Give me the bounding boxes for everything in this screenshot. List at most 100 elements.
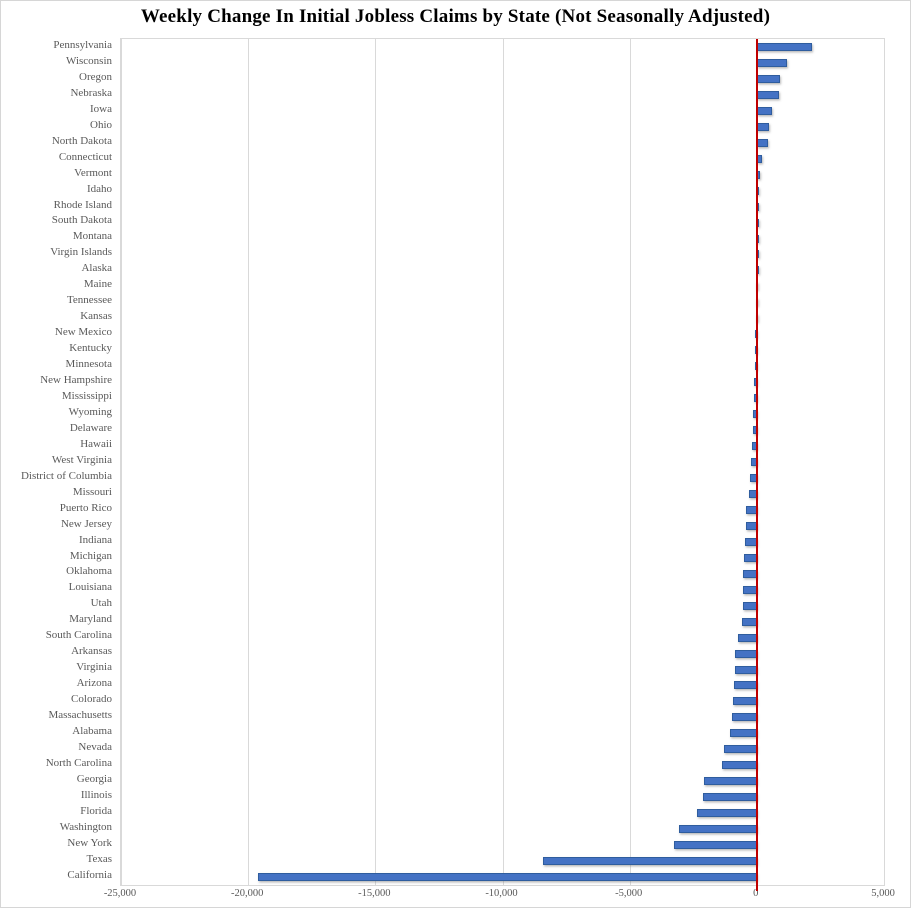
y-axis-label: California	[67, 868, 112, 881]
bar	[756, 106, 772, 115]
y-axis-label: Iowa	[90, 102, 112, 115]
zero-line	[756, 39, 759, 891]
x-axis-tick-label: -25,000	[103, 888, 137, 899]
bar	[753, 394, 757, 403]
bar	[674, 841, 757, 850]
y-axis-label: New Mexico	[54, 326, 112, 339]
bar	[756, 58, 787, 67]
y-axis-label: Tennessee	[66, 294, 112, 307]
y-axis-label: Pennsylvania	[53, 39, 112, 51]
y-axis-label: Connecticut	[58, 150, 112, 163]
bar	[737, 633, 757, 642]
plot-area	[120, 38, 885, 891]
x-axis-tick-label: -20,000	[231, 888, 264, 899]
bar	[752, 426, 757, 435]
y-axis-label: Wisconsin	[66, 54, 112, 67]
gridline	[629, 39, 631, 885]
y-axis-label: Michigan	[69, 549, 112, 562]
y-axis-label: Mississippi	[61, 389, 112, 402]
y-axis-label: West Virginia	[51, 453, 112, 466]
y-axis-label: Rhode Island	[53, 198, 112, 211]
y-axis-label: Maine	[83, 278, 112, 291]
bar	[742, 585, 757, 594]
y-axis-label: North Carolina	[45, 756, 112, 769]
y-axis-label: Wyoming	[68, 405, 112, 418]
y-axis-label: South Carolina	[45, 629, 112, 642]
y-axis-label: Oregon	[79, 70, 112, 83]
bar	[258, 873, 757, 882]
bar	[732, 713, 757, 722]
bar	[734, 665, 757, 674]
bar	[678, 825, 757, 834]
gridline	[502, 39, 504, 885]
bar	[756, 74, 780, 83]
x-axis-tick-label: -15,000	[358, 888, 391, 899]
y-axis-label: Indiana	[79, 533, 112, 546]
y-axis-label: Puerto Rico	[59, 501, 112, 514]
bar	[751, 458, 757, 466]
y-axis-label: Arkansas	[71, 645, 112, 658]
y-axis-label: Maryland	[69, 613, 112, 626]
y-axis-label: Hawaii	[80, 437, 112, 450]
bar	[703, 777, 757, 786]
gridline	[375, 39, 377, 885]
y-axis-label: Nebraska	[70, 86, 112, 99]
bar	[721, 761, 757, 770]
gridline	[248, 39, 250, 885]
bar	[756, 90, 779, 99]
y-axis-label: Colorado	[71, 693, 112, 706]
y-axis-label: North Dakota	[51, 134, 112, 147]
y-axis-label: New Hampshire	[40, 374, 112, 387]
y-axis-label: Utah	[90, 597, 112, 610]
bar	[543, 857, 757, 866]
y-axis-labels: Pennsylvania Wisconsin Oregon Nebraska Iowa O…	[0, 38, 112, 884]
bar	[742, 601, 757, 610]
x-axis-tick-label: -5,000	[615, 888, 643, 899]
bar	[744, 553, 757, 562]
y-axis-label: Washington	[59, 820, 112, 833]
chart-title: Weekly Change In Initial Jobless Claims …	[140, 6, 771, 27]
bar	[735, 649, 757, 658]
y-axis-label: Massachusetts	[48, 709, 112, 722]
y-axis-label: Missouri	[72, 485, 112, 498]
y-axis-label: Vermont	[74, 166, 112, 179]
bar	[756, 138, 768, 147]
y-axis-label: Arizona	[76, 677, 112, 690]
bar	[732, 697, 757, 706]
y-axis-label: Illinois	[80, 788, 112, 801]
y-axis-label: South Dakota	[51, 214, 112, 227]
bar	[756, 122, 769, 131]
y-axis-label: Alaska	[81, 262, 112, 275]
y-axis-label: Florida	[80, 804, 112, 817]
y-axis-label: Montana	[72, 230, 112, 243]
bar	[741, 617, 757, 626]
y-axis-label: Virginia	[76, 661, 112, 674]
x-axis: -25,000 -20,000 -15,000 -10,000 -5,000 0 5,000	[104, 888, 895, 904]
y-axis-label: Texas	[86, 852, 113, 865]
y-axis-label: New York	[67, 836, 112, 849]
y-axis-label: Georgia	[76, 772, 112, 785]
bar	[744, 537, 757, 546]
y-axis-label: Kentucky	[69, 342, 112, 355]
bar	[730, 729, 757, 738]
bar	[734, 681, 757, 690]
x-axis-tick-label: 0	[753, 888, 759, 899]
y-axis-label: Alabama	[72, 724, 112, 737]
bar	[745, 505, 757, 514]
y-axis-label: Delaware	[69, 421, 112, 434]
y-axis-label: Idaho	[86, 182, 112, 195]
y-axis-label: Ohio	[90, 118, 112, 131]
gridline	[884, 39, 885, 885]
y-axis-label: Louisiana	[68, 581, 112, 594]
y-axis-label: Minnesota	[65, 358, 112, 371]
y-axis-label: District of Columbia	[20, 469, 112, 482]
y-axis-label: Oklahoma	[66, 565, 112, 578]
y-axis-label: Nevada	[78, 740, 112, 753]
x-axis-tick-label: 5,000	[871, 888, 895, 899]
x-axis-tick-label: -10,000	[485, 888, 518, 899]
bar	[745, 521, 757, 530]
y-axis-label: Virgin Islands	[50, 246, 112, 259]
bar	[723, 745, 757, 754]
bar	[754, 362, 757, 371]
